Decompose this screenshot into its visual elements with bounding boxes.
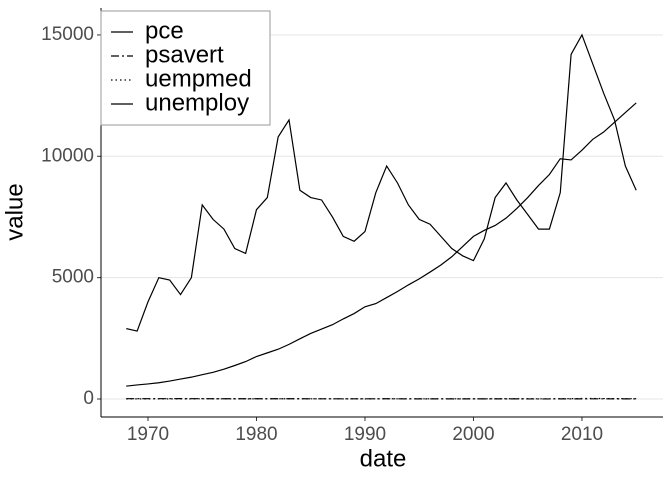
y-tick-label: 10000 [41, 145, 94, 166]
x-tick-label: 1980 [235, 424, 277, 445]
legend-label: psavert [145, 41, 224, 68]
x-tick-label: 2000 [452, 424, 494, 445]
y-tick-label: 0 [83, 388, 94, 409]
x-tick-label: 1970 [127, 424, 169, 445]
y-tick-label: 15000 [41, 24, 94, 45]
series-line [126, 33, 637, 332]
y-tick-label: 5000 [52, 267, 94, 288]
legend-box [100, 10, 271, 126]
legend-label: unemploy [145, 89, 249, 116]
x-tick-label: 2010 [561, 424, 603, 445]
x-tick-label: 1990 [344, 424, 386, 445]
series-line [126, 102, 637, 387]
legend-label: uempmed [145, 65, 252, 92]
legend-label: pce [145, 17, 184, 44]
x-axis-title: date [360, 445, 407, 472]
y-axis-title: value [1, 183, 28, 240]
